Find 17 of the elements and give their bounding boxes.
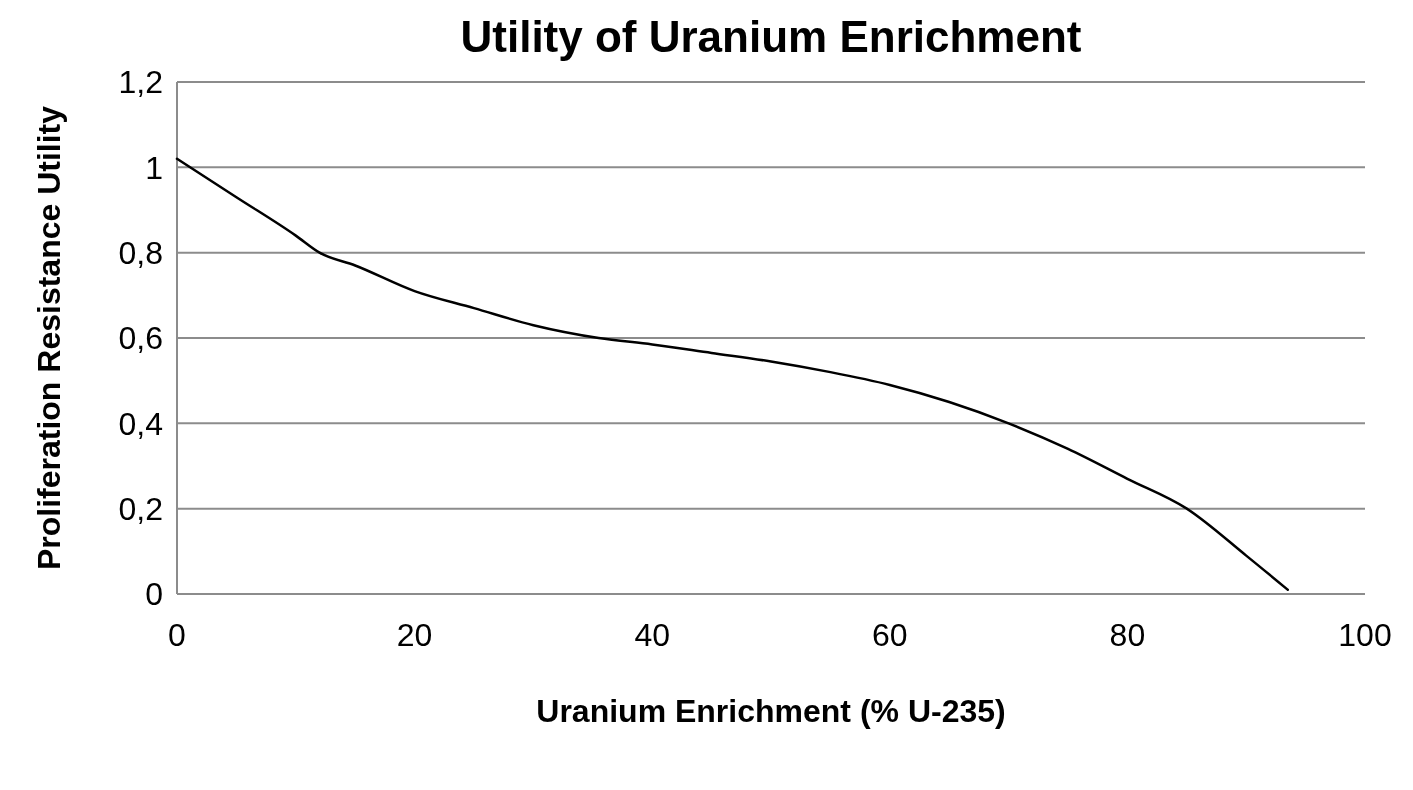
chart-title: Utility of Uranium Enrichment — [460, 12, 1082, 61]
y-tick-label: 1,2 — [118, 64, 163, 101]
y-tick-label: 0,2 — [118, 490, 163, 527]
y-axis-title: Proliferation Resistance Utility — [31, 105, 67, 571]
x-axis-title: Uranium Enrichment (% U-235) — [536, 693, 1006, 729]
x-tick-label: 0 — [168, 617, 186, 653]
x-tick-label: 100 — [1338, 617, 1392, 653]
x-tick-label: 40 — [634, 617, 670, 653]
y-tick-label: 0 — [145, 576, 163, 613]
y-tick-label: 0,8 — [118, 234, 163, 271]
y-tick-label: 0,4 — [118, 405, 163, 442]
line-series — [175, 157, 1290, 591]
x-tick-label: 60 — [872, 617, 908, 653]
y-tick-label: 1 — [145, 149, 163, 186]
y-tick-label: 0,6 — [118, 320, 163, 357]
x-tick-label: 20 — [396, 617, 433, 653]
x-tick-label: 80 — [1109, 617, 1146, 653]
